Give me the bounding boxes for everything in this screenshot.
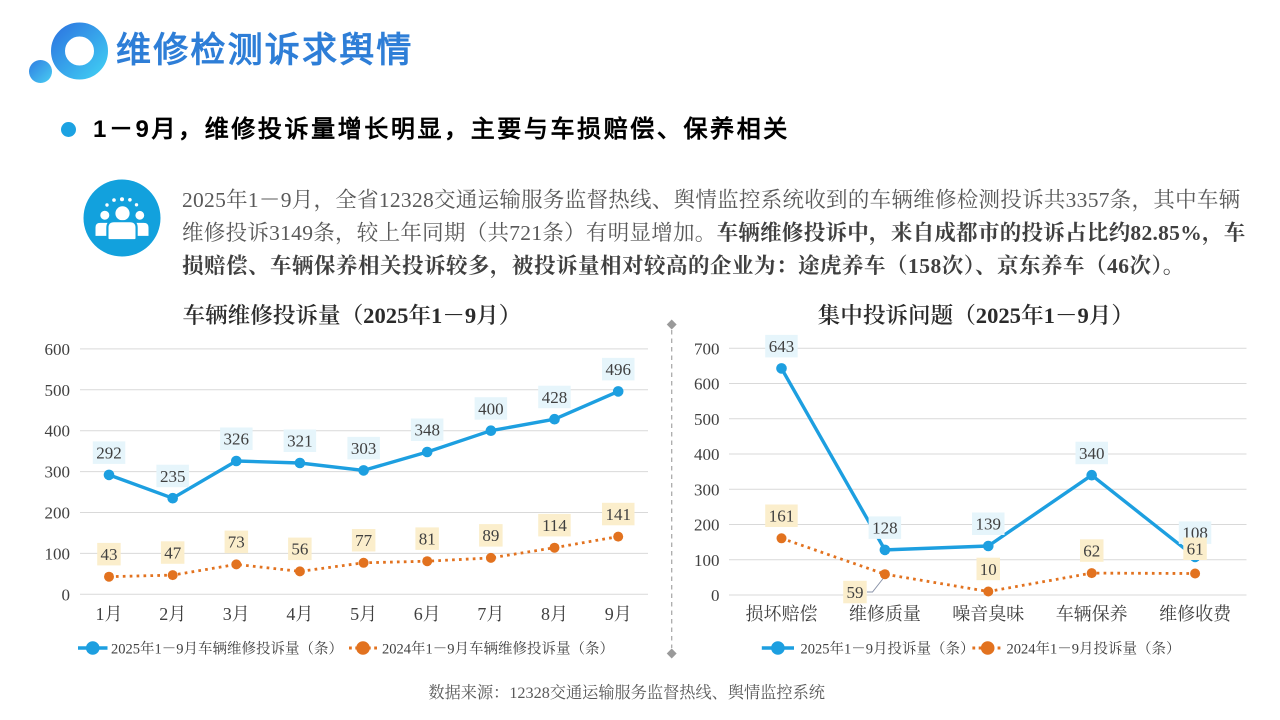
svg-text:300: 300	[45, 463, 71, 482]
svg-text:61: 61	[1187, 540, 1204, 559]
svg-text:0: 0	[62, 585, 71, 604]
svg-text:400: 400	[45, 422, 71, 441]
svg-text:200: 200	[45, 504, 71, 523]
svg-text:2024年1－9月投诉量（条）: 2024年1－9月投诉量（条）	[1007, 639, 1181, 657]
svg-text:128: 128	[872, 519, 898, 538]
svg-text:2025年1－9月车辆维修投诉量（条）: 2025年1－9月车辆维修投诉量（条）	[111, 639, 343, 657]
svg-text:141: 141	[605, 505, 631, 524]
svg-text:114: 114	[542, 516, 567, 535]
svg-text:维修质量: 维修质量	[849, 604, 921, 624]
svg-text:321: 321	[287, 432, 313, 451]
svg-text:9月: 9月	[605, 604, 632, 624]
svg-text:600: 600	[694, 375, 720, 394]
svg-text:326: 326	[224, 430, 250, 449]
svg-text:2024年1－9月车辆维修投诉量（条）: 2024年1－9月车辆维修投诉量（条）	[382, 639, 614, 657]
svg-text:10: 10	[980, 560, 997, 579]
svg-text:300: 300	[694, 480, 720, 499]
svg-text:4月: 4月	[286, 604, 313, 624]
svg-text:161: 161	[769, 507, 795, 526]
svg-text:1月: 1月	[96, 604, 123, 624]
svg-text:400: 400	[478, 399, 504, 418]
svg-text:43: 43	[101, 545, 118, 564]
svg-text:100: 100	[45, 544, 71, 563]
svg-text:89: 89	[482, 526, 499, 545]
svg-text:235: 235	[160, 467, 186, 486]
svg-text:81: 81	[419, 530, 436, 549]
svg-text:340: 340	[1079, 444, 1105, 463]
svg-text:5月: 5月	[350, 604, 377, 624]
svg-text:维修收费: 维修收费	[1159, 604, 1232, 624]
svg-text:77: 77	[355, 531, 373, 550]
svg-text:496: 496	[605, 360, 631, 379]
svg-text:200: 200	[694, 516, 720, 535]
svg-text:303: 303	[351, 439, 377, 458]
svg-text:348: 348	[414, 421, 440, 440]
svg-text:700: 700	[694, 339, 720, 358]
svg-text:2025年1－9月投诉量（条）: 2025年1－9月投诉量（条）	[801, 639, 975, 657]
svg-text:139: 139	[976, 515, 1002, 534]
svg-text:56: 56	[291, 540, 308, 559]
svg-text:损坏赔偿: 损坏赔偿	[746, 604, 818, 624]
svg-text:62: 62	[1083, 541, 1100, 560]
svg-text:噪音臭味: 噪音臭味	[952, 604, 1024, 624]
svg-text:428: 428	[542, 388, 568, 407]
svg-text:100: 100	[694, 551, 720, 570]
svg-text:7月: 7月	[477, 604, 504, 624]
svg-text:车辆维修投诉量（2025年1－9月）: 车辆维修投诉量（2025年1－9月）	[182, 303, 521, 328]
svg-text:3月: 3月	[223, 604, 250, 624]
svg-text:73: 73	[228, 533, 245, 552]
svg-text:0: 0	[711, 586, 720, 605]
svg-text:8月: 8月	[541, 604, 568, 624]
svg-text:数据来源：12328交通运输服务监督热线、舆情监控系统: 数据来源：12328交通运输服务监督热线、舆情监控系统	[428, 683, 825, 702]
svg-text:400: 400	[694, 445, 720, 464]
svg-text:500: 500	[45, 381, 71, 400]
svg-text:47: 47	[164, 543, 182, 562]
svg-text:车辆保养: 车辆保养	[1056, 604, 1128, 624]
svg-text:59: 59	[847, 583, 864, 602]
svg-text:600: 600	[45, 340, 71, 359]
svg-text:500: 500	[694, 410, 720, 429]
svg-text:643: 643	[769, 337, 795, 356]
svg-text:6月: 6月	[414, 604, 441, 624]
svg-text:2月: 2月	[159, 604, 186, 624]
svg-text:292: 292	[96, 444, 122, 463]
svg-text:集中投诉问题（2025年1－9月）: 集中投诉问题（2025年1－9月）	[818, 303, 1134, 328]
